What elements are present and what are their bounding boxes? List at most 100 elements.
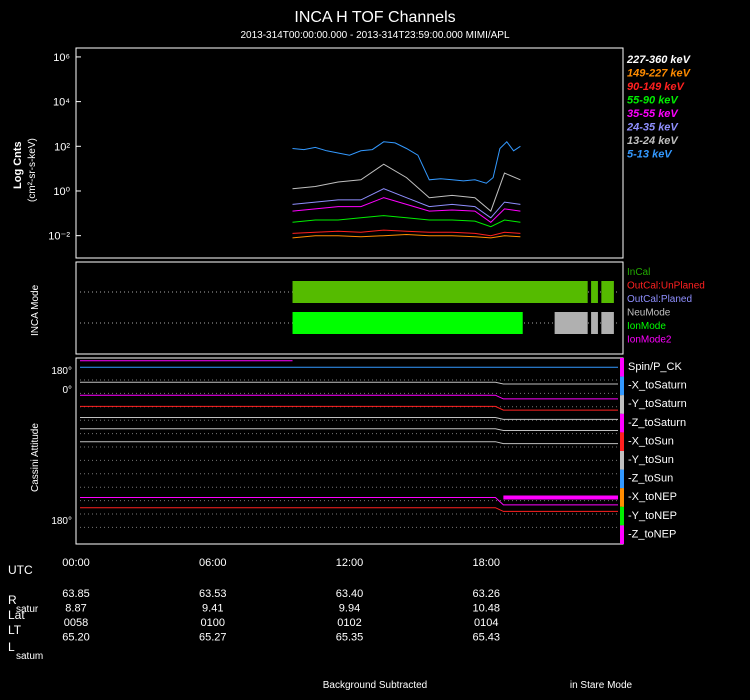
time-table-row-subscript: satum	[16, 651, 43, 662]
attitude-colorbar-segment	[620, 432, 624, 451]
mode-legend-entry: OutCal:UnPlaned	[627, 281, 705, 292]
mode-legend-entry: NeuMode	[627, 308, 671, 319]
attitude-line--Z_toSun	[80, 428, 618, 431]
attitude-colorbar-segment	[620, 506, 624, 526]
attitude-panel: Spin/P_CK -X_toSaturn -Y_toSaturn -Z_toSatu…	[30, 357, 687, 545]
footer-right-note: in Stare Mode	[570, 680, 633, 691]
mode-legend-entry: IonMode	[627, 321, 666, 332]
legend-entry: 227-360 keV	[626, 54, 692, 66]
attitude-line--X_toSun	[80, 405, 618, 411]
legend-entry: 35-55 keV	[627, 108, 679, 120]
time-table-row-label: Lat	[8, 608, 25, 622]
attitude-y-tick-label: 180°	[51, 366, 72, 377]
attitude-legend: Spin/P_CK -X_toSaturn -Y_toSaturn -Z_toSatu…	[628, 361, 687, 540]
spectra-panel-frame	[75, 47, 624, 259]
spectra-y-ticks: 10⁶ 10⁴ 10² 10⁰ 10⁻²	[48, 52, 81, 243]
time-table-value: 0102	[337, 617, 361, 629]
y-tick-label: 10⁻²	[48, 231, 70, 243]
time-table-value: 65.20	[62, 632, 90, 644]
attitude-colorbar-segment	[620, 451, 624, 470]
mode-legend-entry: InCal	[627, 267, 650, 278]
attitude-colorbar-segment	[620, 358, 624, 377]
time-table-value: 65.43	[472, 632, 500, 644]
time-table-value: 63.85	[62, 588, 90, 600]
mode-segment	[292, 281, 588, 303]
y-tick-label: 10⁴	[53, 97, 70, 109]
mode-panel-frame	[75, 261, 624, 355]
mode-legend: InCal OutCal:UnPlaned OutCal:Planed NeuMode…	[627, 267, 705, 346]
chart-subtitle: 2013-314T00:00:00.000 - 2013-314T23:59:0…	[240, 30, 510, 41]
series-line-35-55-keV	[292, 197, 521, 223]
attitude-legend-entry: -X_toNEP	[628, 491, 677, 503]
attitude-y-ticks: 180° 0° 180°	[51, 366, 72, 527]
time-table-value: 65.27	[199, 632, 227, 644]
attitude-colorbar-segment	[620, 376, 624, 396]
attitude-colorbar-segment	[620, 488, 624, 507]
time-table-value: 9.94	[339, 603, 360, 615]
legend-entry: 90-149 keV	[627, 81, 686, 93]
attitude-legend-entry: Spin/P_CK	[628, 361, 682, 373]
time-table-value: 63.40	[336, 588, 364, 600]
attitude-line--Y_toSaturn	[80, 381, 618, 385]
legend-entry: 24-35 keV	[626, 122, 679, 134]
time-tick-label: 00:00	[62, 557, 90, 569]
time-table-value: 0100	[201, 617, 225, 629]
attitude-legend-entry: -Y_toSun	[628, 454, 674, 466]
attitude-colorbar-segment	[620, 395, 624, 414]
attitude-panel-frame	[75, 357, 624, 545]
y-tick-label: 10⁶	[53, 52, 70, 64]
series-line-55-90-keV	[292, 215, 521, 228]
series-line-149-227-keV	[292, 233, 521, 239]
time-table-row-label: L	[8, 640, 15, 654]
attitude-legend-entry: -Z_toNEP	[628, 528, 676, 540]
y-tick-label: 10⁰	[53, 186, 70, 198]
spectra-y-unit: (cm²-sr-s-keV)	[27, 138, 38, 202]
mode-segment	[591, 281, 598, 303]
attitude-legend-entry: -Z_toSaturn	[628, 417, 686, 429]
time-table-row-label: LT	[8, 623, 22, 637]
mode-segment	[292, 312, 523, 334]
time-tick-label: 06:00	[199, 557, 227, 569]
attitude-colorbar-segment	[620, 413, 624, 433]
attitude-legend-entry: -Y_toNEP	[628, 510, 677, 522]
time-table-value: 63.26	[472, 588, 500, 600]
time-axis-table: 00:00 63.85 8.87 0058 65.20 06:00 63.53 9.41 010…	[8, 557, 500, 662]
mode-segment	[554, 312, 588, 334]
time-table-value: 0104	[474, 617, 498, 629]
time-tick-label: 12:00	[336, 557, 364, 569]
mode-legend-entry: OutCal:Planed	[627, 294, 692, 305]
attitude-colorbar-segment	[620, 525, 624, 544]
attitude-legend-entry: -X_toSun	[628, 435, 674, 447]
mode-segment	[601, 312, 614, 334]
attitude-legend-entry: -X_toSaturn	[628, 380, 687, 392]
mode-legend-entry: IonMode2	[627, 335, 672, 346]
series-line-13-24-keV	[292, 163, 521, 212]
series-line-5-13-keV	[292, 141, 521, 184]
attitude-line--Y_toSun	[80, 417, 618, 420]
legend-entry: 13-24 keV	[627, 135, 679, 147]
spectra-panel: 10⁶ 10⁴ 10² 10⁰ 10⁻² 227-360 keV 149-227 keV9…	[12, 47, 692, 259]
time-tick-label: 18:00	[472, 557, 500, 569]
spectra-y-label: Log Cnts	[12, 141, 24, 189]
time-table-value: 8.87	[65, 603, 86, 615]
mode-rows	[80, 281, 620, 334]
series-line-24-35-keV	[292, 188, 521, 219]
time-table-row-label: R	[8, 593, 17, 607]
attitude-y-tick-label: 180°	[51, 516, 72, 527]
mode-segment	[601, 281, 614, 303]
attitude-line--X_toNEP	[80, 441, 618, 445]
attitude-y-label: Cassini Attitude	[30, 423, 41, 492]
legend-entry: 55-90 keV	[627, 95, 679, 107]
legend-entry: 149-227 keV	[627, 68, 692, 80]
attitude-legend-entry: -Z_toSun	[628, 473, 673, 485]
mode-segment	[591, 312, 598, 334]
footer-left-note: Background Subtracted	[323, 680, 428, 691]
attitude-colorbar-segment	[620, 469, 624, 489]
time-table-row-label: UTC	[8, 563, 33, 577]
mode-y-label: INCA Mode	[30, 284, 41, 336]
attitude-line--Z_toSaturn	[80, 394, 618, 400]
legend-entry: 5-13 keV	[627, 149, 673, 161]
time-table-value: 10.48	[472, 603, 500, 615]
